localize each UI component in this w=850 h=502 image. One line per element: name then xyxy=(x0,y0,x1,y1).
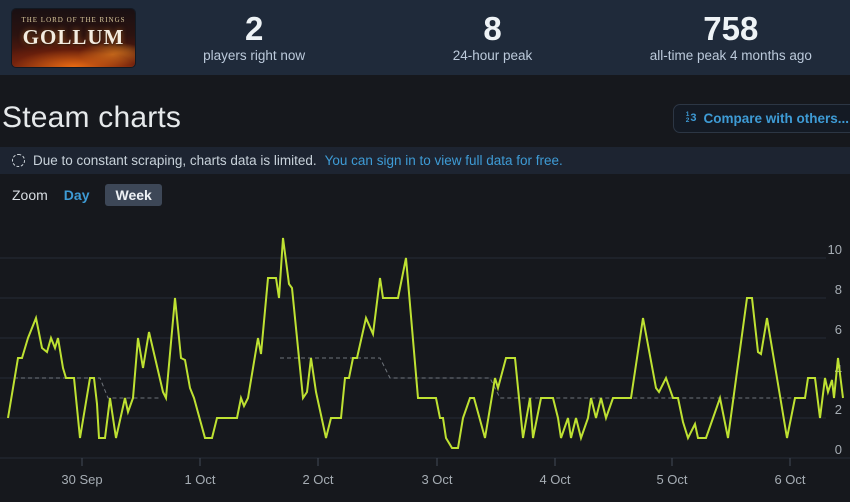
players-chart[interactable]: 0 2 4 6 8 10 30 Sep 1 Oct 2 Oct 3 Oct 4 Oct 5 Oct 6 … xyxy=(0,215,850,502)
sign-in-link[interactable]: You can sign in to view full data for fr… xyxy=(324,153,563,168)
stat-alltime-peak-label: all-time peak 4 months ago xyxy=(649,48,812,64)
notice-text: Due to constant scraping, charts data is… xyxy=(33,153,317,168)
svg-text:0: 0 xyxy=(835,442,842,457)
stat-players-now: 2 players right now xyxy=(135,9,373,64)
stat-players-now-label: players right now xyxy=(203,48,306,64)
game-capsule[interactable]: THE LORD OF THE RINGS GOLLUM xyxy=(12,8,135,67)
stat-24h-peak: 8 24-hour peak xyxy=(373,9,611,64)
stat-alltime-peak-value: 758 xyxy=(703,9,759,47)
stat-24h-peak-label: 24-hour peak xyxy=(452,48,533,64)
svg-text:30 Sep: 30 Sep xyxy=(61,472,102,487)
svg-text:4 Oct: 4 Oct xyxy=(539,472,570,487)
zoom-controls: Zoom Day Week xyxy=(0,183,850,206)
players-chart-svg[interactable]: 0 2 4 6 8 10 30 Sep 1 Oct 2 Oct 3 Oct 4 Oct 5 Oct 6 … xyxy=(0,215,850,502)
page-title: Steam charts xyxy=(2,101,182,134)
zoom-option-week[interactable]: Week xyxy=(105,183,162,206)
svg-text:2: 2 xyxy=(835,402,842,417)
game-stats-header: THE LORD OF THE RINGS GOLLUM 2 players r… xyxy=(0,0,850,75)
game-capsule-subtitle: THE LORD OF THE RINGS xyxy=(21,15,126,24)
svg-text:5 Oct: 5 Oct xyxy=(656,472,687,487)
svg-text:2 Oct: 2 Oct xyxy=(302,472,333,487)
svg-text:1 Oct: 1 Oct xyxy=(184,472,215,487)
zoom-label: Zoom xyxy=(12,186,48,203)
limited-data-notice: Due to constant scraping, charts data is… xyxy=(0,147,850,174)
svg-text:4: 4 xyxy=(835,362,842,377)
svg-text:6 Oct: 6 Oct xyxy=(774,472,805,487)
zoom-option-day[interactable]: Day xyxy=(63,186,90,203)
svg-text:10: 10 xyxy=(828,242,842,257)
svg-text:6: 6 xyxy=(835,322,842,337)
svg-text:3 Oct: 3 Oct xyxy=(421,472,452,487)
dashed-circle-icon xyxy=(12,154,25,167)
svg-text:8: 8 xyxy=(835,282,842,297)
stat-24h-peak-value: 8 xyxy=(483,9,502,47)
stat-alltime-peak: 758 all-time peak 4 months ago xyxy=(612,9,850,64)
compare-button-label: Compare with others... xyxy=(703,110,849,126)
stat-players-now-value: 2 xyxy=(244,9,264,47)
live-stats: 2 players right now 8 24-hour peak 758 a… xyxy=(135,9,850,64)
game-capsule-title: GOLLUM xyxy=(22,24,125,49)
